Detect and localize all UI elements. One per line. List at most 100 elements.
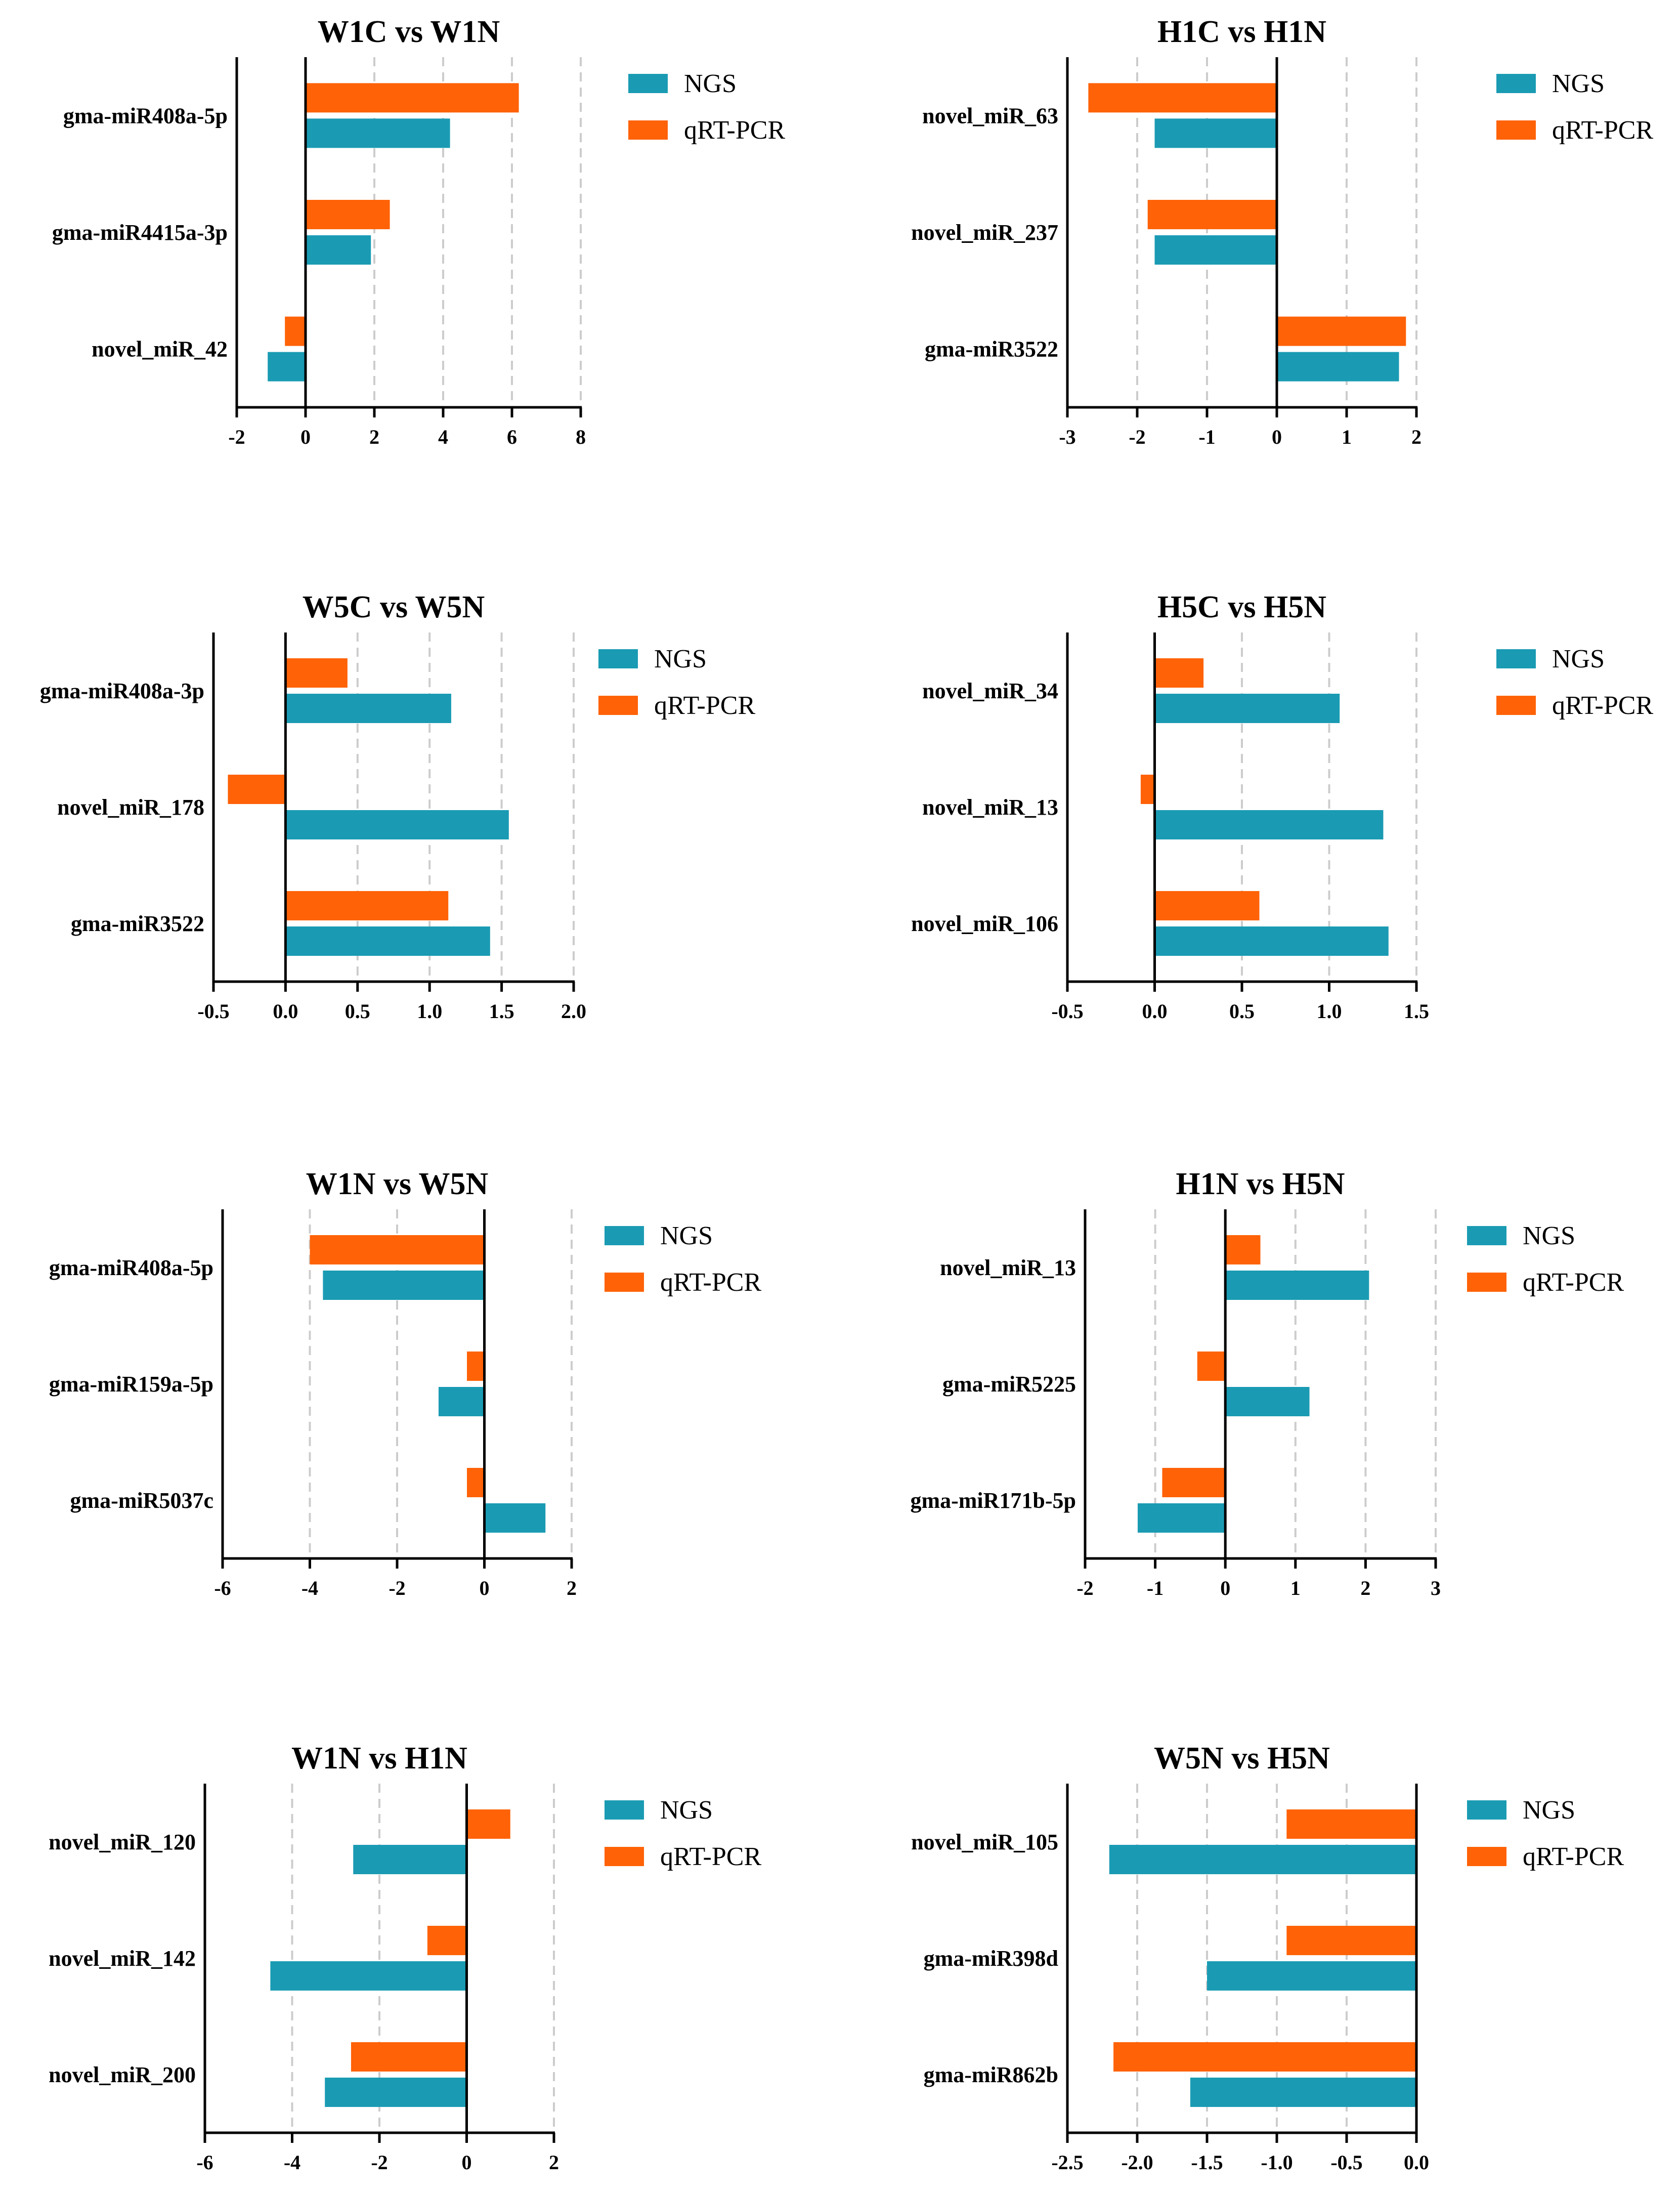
category-label: novel_miR_178 <box>57 795 204 820</box>
category-label: novel_miR_34 <box>922 679 1058 703</box>
legend-label: qRT-PCR <box>1523 1842 1624 1871</box>
bar-qrt-pcr <box>306 83 519 113</box>
bar-qrt-pcr <box>1113 2042 1416 2072</box>
x-tick-label: 2.0 <box>561 1000 586 1023</box>
category-label: gma-miR5225 <box>942 1372 1076 1397</box>
bar-ngs <box>268 352 306 382</box>
bar-ngs <box>438 1387 485 1416</box>
legend-label: qRT-PCR <box>660 1268 761 1297</box>
legend-swatch-qrt-pcr <box>628 120 668 140</box>
legend-label: qRT-PCR <box>684 116 785 145</box>
legend-label: qRT-PCR <box>1523 1268 1624 1297</box>
bar-qrt-pcr <box>228 775 286 804</box>
bar-qrt-pcr <box>1286 1926 1416 1955</box>
bar-qrt-pcr <box>466 1809 510 1839</box>
bar-ngs <box>1137 1503 1226 1533</box>
x-tick-label: 1.0 <box>417 1000 442 1023</box>
legend-swatch-qrt-pcr <box>598 696 638 715</box>
category-label: novel_miR_120 <box>49 1830 196 1854</box>
chart-title: W5C vs W5N <box>303 590 485 624</box>
x-tick-label: 0 <box>480 1577 490 1599</box>
legend-swatch-ngs <box>1496 649 1536 668</box>
x-tick-label: -0.5 <box>197 1000 229 1023</box>
x-tick-label: 2 <box>549 2151 559 2174</box>
bar-ngs <box>1154 118 1277 148</box>
legend-label: NGS <box>684 69 737 98</box>
bar-ngs <box>306 235 371 265</box>
bar-ngs <box>1109 1845 1416 1874</box>
legend-label: qRT-PCR <box>654 691 755 720</box>
x-tick-label: 0 <box>1272 426 1282 448</box>
legend-swatch-ngs <box>605 1800 644 1820</box>
bar-ngs <box>323 1271 485 1300</box>
category-label: novel_miR_105 <box>911 1830 1058 1854</box>
category-label: gma-miR408a-5p <box>49 1255 213 1280</box>
chart-panel: novel_miR_13 gma-miR5225 gma-miR171b-5p -2 -… <box>910 1167 1624 1599</box>
legend-label: qRT-PCR <box>1552 116 1653 145</box>
category-label: novel_miR_13 <box>922 795 1058 820</box>
chart-panel: novel_miR_105 gma-miR398d gma-miR862b -2.5 -… <box>911 1741 1624 2174</box>
category-label: gma-miR3522 <box>925 337 1058 362</box>
bar-qrt-pcr <box>285 316 306 346</box>
x-tick-label: -3 <box>1059 426 1075 448</box>
bar-ngs <box>285 926 490 956</box>
x-tick-label: 0 <box>462 2151 472 2174</box>
chart-title: H1C vs H1N <box>1157 15 1326 49</box>
bar-ngs <box>1207 1961 1416 1991</box>
x-tick-label: 1 <box>1290 1577 1301 1599</box>
bar-ngs <box>306 118 450 148</box>
x-tick-label: -2.5 <box>1051 2151 1083 2174</box>
bar-qrt-pcr <box>1277 316 1406 346</box>
legend-swatch-ngs <box>605 1226 644 1245</box>
category-label: novel_miR_63 <box>922 103 1058 128</box>
category-label: gma-miR3522 <box>71 911 204 936</box>
bar-ngs <box>1154 926 1389 956</box>
x-tick-label: -6 <box>196 2151 213 2174</box>
x-tick-label: 2 <box>567 1577 577 1599</box>
x-tick-label: 0.0 <box>1142 1000 1168 1023</box>
x-tick-label: -1 <box>1147 1577 1164 1599</box>
legend-label: NGS <box>1523 1221 1575 1250</box>
chart-title: W1N vs H1N <box>291 1741 467 1776</box>
bar-ngs <box>484 1503 546 1533</box>
bar-qrt-pcr <box>467 1352 485 1381</box>
bar-qrt-pcr <box>285 658 348 688</box>
category-label: novel_miR_237 <box>911 220 1058 245</box>
x-tick-label: -2 <box>1076 1577 1093 1599</box>
category-label: gma-miR862b <box>924 2062 1058 2087</box>
chart-panel: gma-miR408a-3p novel_miR_178 gma-miR3522 -0… <box>40 590 756 1023</box>
legend-swatch-ngs <box>1496 74 1536 93</box>
legend-swatch-ngs <box>628 74 668 93</box>
chart-panel: gma-miR408a-5p gma-miR4415a-3p novel_miR_4… <box>52 15 786 448</box>
legend-label: NGS <box>660 1796 713 1825</box>
chart-panel: novel_miR_63 novel_miR_237 gma-miR3522 -3 -2… <box>911 15 1653 448</box>
bar-qrt-pcr <box>1140 775 1155 804</box>
legend-label: qRT-PCR <box>1552 691 1653 720</box>
x-tick-label: -2.0 <box>1121 2151 1153 2174</box>
bar-qrt-pcr <box>351 2042 467 2072</box>
x-tick-label: 0 <box>1220 1577 1230 1599</box>
x-tick-label: 1 <box>1342 426 1352 448</box>
legend-label: NGS <box>660 1221 713 1250</box>
bar-ngs <box>353 1845 467 1874</box>
x-tick-label: 4 <box>438 426 448 448</box>
bar-ngs <box>1154 694 1340 723</box>
bar-ngs <box>1225 1271 1369 1300</box>
x-tick-label: -2 <box>1129 426 1145 448</box>
chart-panel: novel_miR_34 novel_miR_13 novel_miR_106 -0.… <box>911 590 1653 1023</box>
category-label: novel_miR_106 <box>911 911 1058 936</box>
x-tick-label: 8 <box>576 426 586 448</box>
bar-ngs <box>325 2078 467 2107</box>
x-tick-label: -4 <box>284 2151 300 2174</box>
category-label: novel_miR_42 <box>92 337 228 362</box>
x-tick-label: 0.0 <box>1404 2151 1429 2174</box>
legend-label: NGS <box>1523 1796 1575 1825</box>
x-tick-label: -0.5 <box>1330 2151 1362 2174</box>
category-label: novel_miR_142 <box>49 1946 196 1971</box>
legend-swatch-ngs <box>598 649 638 668</box>
legend-label: NGS <box>654 645 707 673</box>
legend-swatch-ngs <box>1467 1800 1506 1820</box>
legend-swatch-qrt-pcr <box>605 1273 644 1292</box>
bar-ngs <box>270 1961 467 1991</box>
x-tick-label: -6 <box>214 1577 231 1599</box>
